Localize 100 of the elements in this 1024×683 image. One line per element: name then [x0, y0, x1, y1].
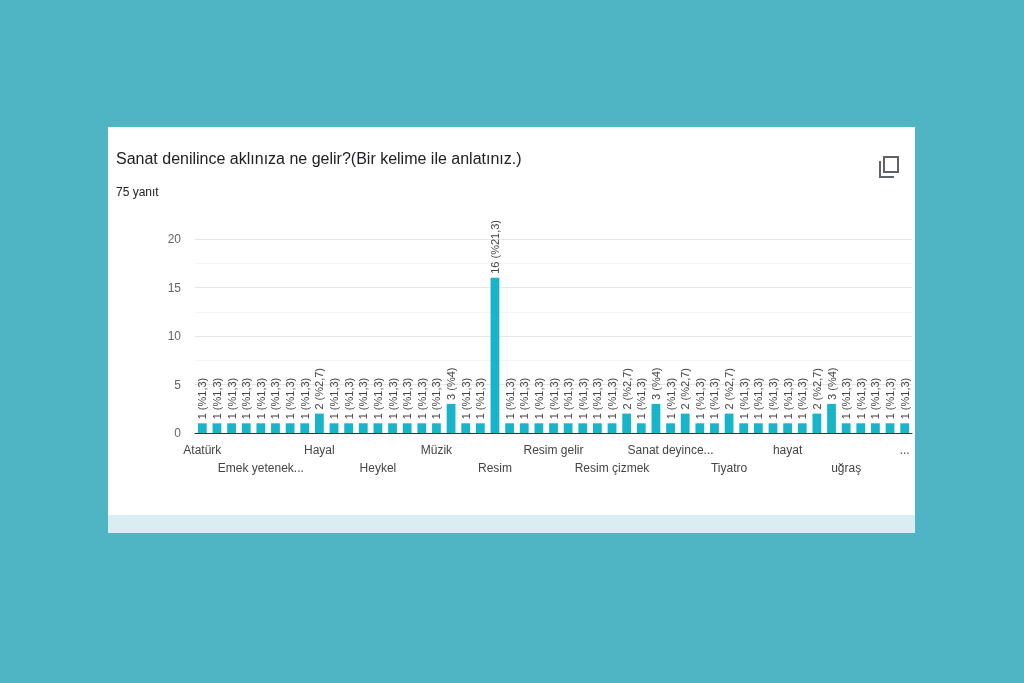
bar — [314, 413, 324, 433]
bar — [285, 423, 295, 433]
bar — [607, 423, 617, 433]
data-label: 1 (%1,3) — [401, 377, 414, 420]
data-label: 1 (%1,3) — [328, 377, 341, 420]
data-label: 2 (%2,7) — [313, 368, 326, 410]
y-tick-label: 5 — [174, 377, 182, 392]
x-tick-label: Hayal — [304, 443, 335, 457]
bar — [636, 423, 646, 433]
data-label: 1 (%1,3) — [284, 377, 297, 420]
x-tick-label: Emek yetenek... — [217, 461, 304, 475]
bar — [563, 423, 573, 433]
chart-title: Sanat denilince aklınıza ne gelir?(Bir kelime ile anlatınız.) — [116, 150, 522, 168]
x-tick-label: ... — [899, 443, 910, 457]
y-tick-label: 20 — [167, 232, 182, 246]
data-label: 1 (%1,3) — [532, 377, 545, 420]
bar — [388, 423, 397, 433]
data-label: 1 (%1,3) — [415, 377, 428, 420]
x-tick-label: Atatürk — [183, 443, 223, 457]
data-label: 1 (%1,3) — [766, 377, 779, 420]
bar — [373, 423, 383, 433]
data-label: 1 (%1,3) — [708, 377, 721, 420]
x-tick-label: Heykel — [359, 461, 397, 475]
bar — [358, 423, 368, 433]
bar — [812, 413, 822, 433]
data-label: 1 (%1,3) — [898, 377, 911, 420]
data-label: 2 (%2,7) — [810, 368, 823, 410]
data-label: 1 (%1,3) — [342, 377, 355, 420]
bar — [651, 403, 661, 433]
bar — [797, 423, 807, 433]
bar — [432, 423, 441, 433]
bar — [212, 423, 222, 433]
data-label: 2 (%2,7) — [723, 368, 736, 410]
bar — [475, 423, 485, 433]
bar — [768, 423, 778, 433]
bar — [505, 423, 514, 433]
x-tick-label: Resim gelir — [523, 443, 584, 457]
chart-subtitle: 75 yanıt — [116, 185, 159, 199]
data-label: 1 (%1,3) — [693, 377, 706, 420]
data-label: 1 (%1,3) — [503, 377, 516, 420]
bar — [680, 413, 690, 433]
data-label: 3 (%4) — [825, 367, 838, 400]
y-tick-label: 0 — [174, 426, 182, 440]
bar — [885, 423, 895, 433]
data-label: 1 (%1,3) — [386, 377, 399, 420]
bar — [593, 423, 602, 433]
data-label: 1 (%1,3) — [884, 377, 897, 420]
data-label: 1 (%1,3) — [869, 377, 882, 420]
bar — [827, 403, 836, 433]
data-label: 1 (%1,3) — [254, 377, 267, 420]
data-label: 1 (%1,3) — [225, 377, 238, 420]
x-tick-label: hayat — [772, 443, 803, 457]
bar — [241, 423, 251, 433]
data-label: 1 (%1,3) — [854, 377, 867, 420]
data-label: 1 (%1,3) — [518, 377, 531, 420]
data-label: 3 (%4) — [649, 367, 662, 400]
bar — [519, 423, 529, 433]
data-label: 1 (%1,3) — [269, 377, 282, 420]
y-tick-label: 10 — [167, 329, 182, 343]
data-label: 1 (%1,3) — [752, 377, 765, 420]
x-tick-label: Tiyatro — [710, 461, 748, 475]
x-tick-label: Resim çizmek — [574, 461, 651, 475]
data-label: 1 (%1,3) — [562, 377, 575, 420]
data-label: 2 (%2,7) — [620, 368, 633, 410]
bar — [739, 423, 749, 433]
bar — [344, 423, 354, 433]
bar — [666, 423, 675, 433]
data-label: 1 (%1,3) — [474, 377, 487, 420]
data-label: 1 (%1,3) — [371, 377, 384, 420]
bar — [300, 423, 310, 433]
data-label: 1 (%1,3) — [196, 377, 209, 420]
data-label: 1 (%1,3) — [298, 377, 311, 420]
data-label: 1 (%1,3) — [635, 377, 648, 420]
x-tick-label: Sanat deyince... — [627, 443, 714, 457]
data-label: 1 (%1,3) — [781, 377, 794, 420]
data-label: 1 (%1,3) — [606, 377, 619, 420]
bar — [695, 423, 705, 433]
data-label: 1 (%1,3) — [430, 377, 443, 420]
bar — [856, 423, 866, 433]
x-tick-label: uğraş — [831, 461, 862, 475]
bar — [227, 423, 236, 433]
bar — [783, 423, 793, 433]
bar — [256, 423, 266, 433]
bar — [871, 423, 880, 433]
bar — [753, 423, 763, 433]
bar — [900, 423, 910, 433]
bar — [417, 423, 427, 433]
data-label: 1 (%1,3) — [459, 377, 472, 420]
data-label: 1 (%1,3) — [591, 377, 604, 420]
bar — [534, 423, 544, 433]
bar — [622, 413, 632, 433]
bar — [710, 423, 719, 433]
bar — [461, 423, 471, 433]
data-label: 1 (%1,3) — [796, 377, 809, 420]
y-tick-label: 15 — [167, 280, 182, 295]
bar — [841, 423, 851, 433]
data-label: 1 (%1,3) — [664, 377, 677, 420]
data-label: 1 (%1,3) — [737, 377, 750, 420]
x-tick-label: Müzik — [420, 443, 454, 457]
bar — [197, 423, 207, 433]
